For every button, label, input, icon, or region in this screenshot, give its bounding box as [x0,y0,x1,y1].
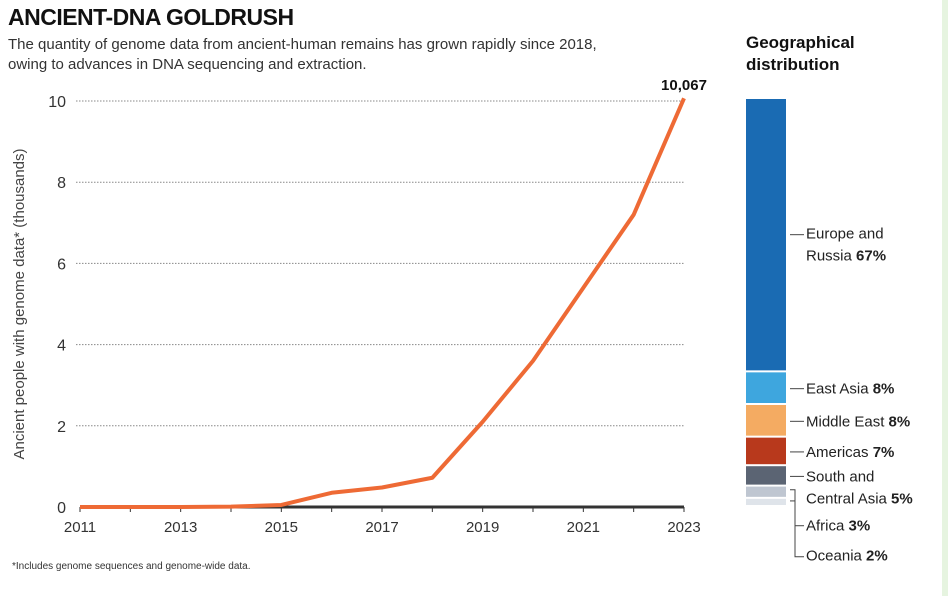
x-tick-label: 2021 [567,519,600,536]
segment-label: Africa 3% [806,518,870,535]
bar-segment [746,99,786,371]
segment-label: Oceania 2% [806,548,888,565]
y-tick-label: 0 [57,500,66,517]
bar-segment [746,466,786,485]
segment-label: South and [806,468,874,485]
segment-label: East Asia 8% [806,381,894,398]
bar-title: Geographical distribution [746,33,855,74]
segment-label: Americas 7% [806,444,894,461]
segment-label: Russia 67% [806,248,886,265]
bar-segment [746,498,786,505]
x-tick-label: 2013 [164,519,197,536]
chart-title: ANCIENT-DNA GOLDRUSH [8,4,294,30]
x-tick-label: 2023 [667,519,700,536]
bar-segment [746,372,786,403]
edge-border [942,0,948,596]
bar-segment [746,405,786,436]
chart-subtitle: The quantity of genome data from ancient… [8,36,597,73]
y-axis-label: Ancient people with genome data* (thousa… [11,148,28,459]
x-tick-label: 2019 [466,519,499,536]
bar-segment [746,486,786,497]
end-value-label: 10,067 [661,77,707,94]
y-tick-label: 10 [48,94,66,111]
segment-label: Central Asia 5% [806,490,913,507]
y-tick-label: 2 [57,419,66,436]
leader-line [790,489,804,558]
segment-label: Europe and [806,226,884,243]
footnote: *Includes genome sequences and genome-wi… [12,561,251,572]
y-tick-label: 4 [57,338,66,355]
bar-segment [746,437,786,465]
x-tick-label: 2017 [365,519,398,536]
segment-label: Middle East 8% [806,413,910,430]
y-tick-label: 8 [57,175,66,192]
x-tick-label: 2015 [265,519,298,536]
series-line [80,97,686,509]
x-tick-label: 2011 [64,519,96,536]
y-tick-label: 6 [57,256,66,273]
